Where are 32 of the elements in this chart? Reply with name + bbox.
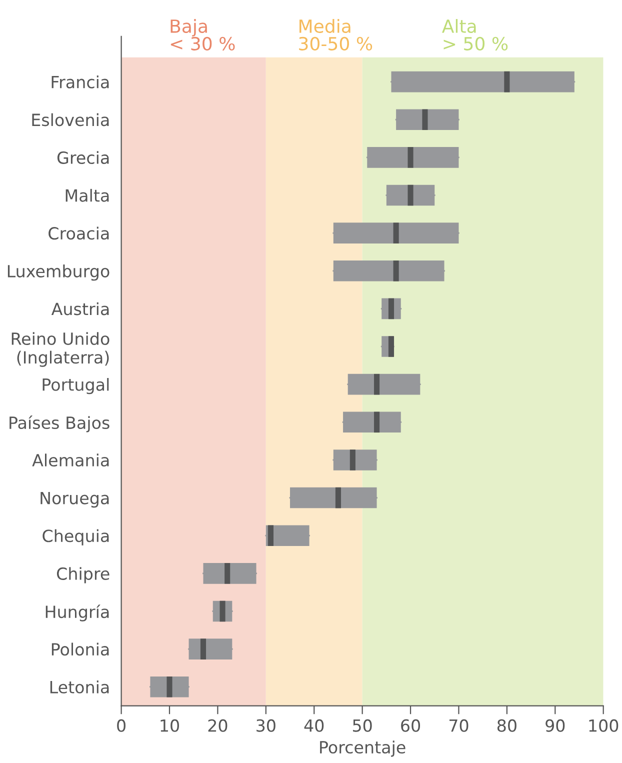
band-label: Baja < 30 % (170, 19, 235, 50)
x-tick-label: 60 (401, 719, 420, 732)
x-tick-label: 50 (352, 719, 372, 732)
y-tick-label: Austria (51, 302, 109, 316)
band-label: Alta > 50 % (442, 19, 508, 50)
y-tick-label: Malta (66, 188, 109, 202)
x-tick-label: 30 (256, 719, 276, 732)
x-axis-title: Porcentaje (320, 740, 406, 757)
y-tick-label: Países Bajos (10, 415, 110, 432)
y-tick-label: Polonia (52, 642, 109, 656)
y-tick-label: Chipre (56, 567, 110, 584)
band-label: Media 30-50 % (299, 19, 372, 50)
y-tick-label: Luxemburgo (8, 264, 110, 281)
y-tick-label: Letonia (50, 680, 109, 694)
y-tick-label: Hungría (46, 604, 109, 622)
x-tick-label: 0 (117, 719, 126, 732)
y-tick-label: Eslovenia (32, 113, 109, 126)
y-tick-label: Noruega (40, 492, 109, 508)
y-tick-label: Francia (52, 75, 109, 88)
y-tick-label: Grecia (57, 151, 109, 164)
y-tick-label: Portugal (42, 378, 109, 394)
x-tick-label: 40 (304, 719, 324, 732)
y-tick-label: Croacia (48, 226, 109, 240)
x-tick-label: 90 (546, 719, 565, 732)
x-tick-label: 100 (589, 719, 618, 732)
x-tick-label: 70 (449, 719, 468, 732)
y-tick-label: Reino Unido (Inglaterra) (12, 332, 110, 367)
x-tick-label: 10 (160, 719, 179, 732)
x-tick-label: 80 (497, 719, 516, 732)
x-tick-label: 20 (208, 719, 228, 732)
y-tick-label: Chequia (42, 529, 109, 546)
y-tick-label: Alemania (32, 454, 109, 467)
